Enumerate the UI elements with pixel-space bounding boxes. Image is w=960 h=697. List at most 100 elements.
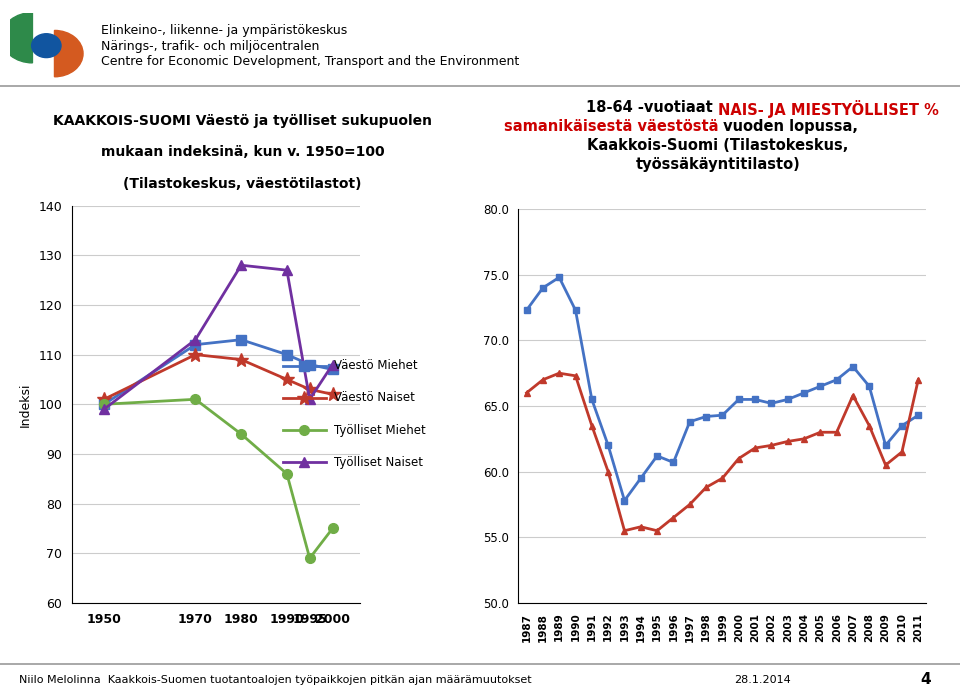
K-S MIESTYÖLLISET % 18-64 -V VÄESTÖSTÄ [830,376,842,384]
K-S NAISTYÖLLISET % 18-64 -V VÄESTÖSTÄ [553,369,564,377]
K-S NAISTYÖLLISET % 18-64 -V VÄESTÖSTÄ [520,389,532,397]
Circle shape [32,33,61,58]
Väestö Naiset [326,390,338,399]
K-S MIESTYÖLLISET % 18-64 -V VÄESTÖSTÄ [847,362,858,371]
K-S NAISTYÖLLISET % 18-64 -V VÄESTÖSTÄ [635,523,646,531]
K-S NAISTYÖLLISET % 18-64 -V VÄESTÖSTÄ [749,444,760,452]
Väestö Miehet [281,351,293,359]
Väestö Miehet [190,340,202,348]
K-S MIESTYÖLLISET % 18-64 -V VÄESTÖSTÄ [684,418,695,426]
K-S NAISTYÖLLISET % 18-64 -V VÄESTÖSTÄ [651,526,662,535]
K-S MIESTYÖLLISET % 18-64 -V VÄESTÖSTÄ [913,411,924,420]
K-S NAISTYÖLLISET % 18-64 -V VÄESTÖSTÄ [602,468,613,476]
Text: Väestö Miehet: Väestö Miehet [333,359,418,372]
Työlliset Miehet [98,400,109,408]
Työlliset Naiset [235,261,247,269]
Työlliset Naiset [190,335,202,344]
K-S MIESTYÖLLISET % 18-64 -V VÄESTÖSTÄ [700,413,711,421]
K-S MIESTYÖLLISET % 18-64 -V VÄESTÖSTÄ [765,399,777,408]
K-S MIESTYÖLLISET % 18-64 -V VÄESTÖSTÄ [879,441,891,450]
K-S MIESTYÖLLISET % 18-64 -V VÄESTÖSTÄ [781,395,793,404]
Työlliset Naiset [98,405,109,413]
K-S NAISTYÖLLISET % 18-64 -V VÄESTÖSTÄ [798,435,809,443]
K-S MIESTYÖLLISET % 18-64 -V VÄESTÖSTÄ [586,395,597,404]
Text: NAIS- JA MIESTYÖLLISET %: NAIS- JA MIESTYÖLLISET % [718,100,939,118]
K-S MIESTYÖLLISET % 18-64 -V VÄESTÖSTÄ [798,389,809,397]
Text: vuoden lopussa,: vuoden lopussa, [718,119,858,135]
Line: Väestö Naiset: Väestö Naiset [97,348,340,406]
Väestö Naiset [235,355,247,364]
K-S MIESTYÖLLISET % 18-64 -V VÄESTÖSTÄ [618,496,630,505]
Työlliset Naiset [281,266,293,275]
Text: 18-64 -vuotiaat: 18-64 -vuotiaat [587,100,718,116]
K-S NAISTYÖLLISET % 18-64 -V VÄESTÖSTÄ [896,447,907,456]
Text: Työlliset Naiset: Työlliset Naiset [333,456,422,469]
K-S MIESTYÖLLISET % 18-64 -V VÄESTÖSTÄ [602,441,613,450]
Text: Närings-, trafik- och miljöcentralen: Närings-, trafik- och miljöcentralen [101,40,319,53]
K-S MIESTYÖLLISET % 18-64 -V VÄESTÖSTÄ [569,306,581,314]
K-S NAISTYÖLLISET % 18-64 -V VÄESTÖSTÄ [847,391,858,399]
K-S NAISTYÖLLISET % 18-64 -V VÄESTÖSTÄ [569,372,581,380]
Työlliset Miehet [326,524,338,533]
K-S MIESTYÖLLISET % 18-64 -V VÄESTÖSTÄ [537,284,548,292]
K-S NAISTYÖLLISET % 18-64 -V VÄESTÖSTÄ [618,526,630,535]
Työlliset Miehet [190,395,202,404]
Työlliset Miehet [281,470,293,478]
Line: Työlliset Naiset: Työlliset Naiset [99,261,337,414]
Väestö Naiset [281,375,293,383]
Wedge shape [55,31,84,77]
Text: Elinkeino-, liikenne- ja ympäristökeskus: Elinkeino-, liikenne- ja ympäristökeskus [101,24,348,38]
K-S MIESTYÖLLISET % 18-64 -V VÄESTÖSTÄ [520,306,532,314]
K-S NAISTYÖLLISET % 18-64 -V VÄESTÖSTÄ [716,474,728,482]
Työlliset Miehet [235,430,247,438]
Text: mukaan indeksinä, kun v. 1950=100: mukaan indeksinä, kun v. 1950=100 [101,145,384,159]
K-S NAISTYÖLLISET % 18-64 -V VÄESTÖSTÄ [913,376,924,384]
Line: K-S MIESTYÖLLISET % 18-64 -V VÄESTÖSTÄ: K-S MIESTYÖLLISET % 18-64 -V VÄESTÖSTÄ [523,274,922,504]
Text: Kaakkois-Suomi (Tilastokeskus,: Kaakkois-Suomi (Tilastokeskus, [588,138,849,153]
Y-axis label: Indeksi: Indeksi [18,382,32,427]
Wedge shape [2,13,33,63]
Text: työssäkäyntitilasto): työssäkäyntitilasto) [636,157,801,172]
Text: Niilo Melolinna  Kaakkois-Suomen tuotantoalojen työpaikkojen pitkän ajan määrämu: Niilo Melolinna Kaakkois-Suomen tuotanto… [19,675,532,684]
Työlliset Miehet [304,554,316,562]
Väestö Miehet [98,400,109,408]
Väestö Miehet [235,335,247,344]
K-S NAISTYÖLLISET % 18-64 -V VÄESTÖSTÄ [732,454,744,463]
Text: (Tilastokeskus, väestötilastot): (Tilastokeskus, väestötilastot) [123,177,362,191]
K-S NAISTYÖLLISET % 18-64 -V VÄESTÖSTÄ [667,514,679,522]
K-S NAISTYÖLLISET % 18-64 -V VÄESTÖSTÄ [700,483,711,491]
Väestö Naiset [190,351,202,359]
Text: 4: 4 [921,672,931,687]
Line: Väestö Miehet: Väestö Miehet [99,335,337,409]
Väestö Naiset [98,395,109,404]
K-S NAISTYÖLLISET % 18-64 -V VÄESTÖSTÄ [586,422,597,430]
K-S NAISTYÖLLISET % 18-64 -V VÄESTÖSTÄ [765,441,777,450]
K-S NAISTYÖLLISET % 18-64 -V VÄESTÖSTÄ [830,428,842,436]
Text: Työlliset Miehet: Työlliset Miehet [333,424,425,436]
K-S MIESTYÖLLISET % 18-64 -V VÄESTÖSTÄ [553,273,564,282]
Text: 28.1.2014: 28.1.2014 [734,675,791,684]
K-S NAISTYÖLLISET % 18-64 -V VÄESTÖSTÄ [879,461,891,469]
Työlliset Naiset [326,360,338,369]
K-S MIESTYÖLLISET % 18-64 -V VÄESTÖSTÄ [863,382,875,390]
K-S NAISTYÖLLISET % 18-64 -V VÄESTÖSTÄ [684,500,695,509]
K-S MIESTYÖLLISET % 18-64 -V VÄESTÖSTÄ [732,395,744,404]
Text: Centre for Economic Development, Transport and the Environment: Centre for Economic Development, Transpo… [101,55,519,68]
Text: samanikäisestä väestöstä: samanikäisestä väestöstä [504,119,718,135]
Väestö Naiset [304,385,316,394]
K-S MIESTYÖLLISET % 18-64 -V VÄESTÖSTÄ [651,452,662,460]
Väestö Miehet [304,360,316,369]
K-S MIESTYÖLLISET % 18-64 -V VÄESTÖSTÄ [896,422,907,430]
K-S NAISTYÖLLISET % 18-64 -V VÄESTÖSTÄ [537,376,548,384]
Text: KAAKKOIS-SUOMI Väestö ja työlliset sukupuolen: KAAKKOIS-SUOMI Väestö ja työlliset sukup… [53,114,432,128]
K-S NAISTYÖLLISET % 18-64 -V VÄESTÖSTÄ [814,428,826,436]
K-S MIESTYÖLLISET % 18-64 -V VÄESTÖSTÄ [667,458,679,466]
Työlliset Naiset [304,395,316,404]
Line: K-S NAISTYÖLLISET % 18-64 -V VÄESTÖSTÄ: K-S NAISTYÖLLISET % 18-64 -V VÄESTÖSTÄ [523,369,922,534]
Väestö Miehet [326,365,338,374]
Line: Työlliset Miehet: Työlliset Miehet [99,395,337,563]
K-S NAISTYÖLLISET % 18-64 -V VÄESTÖSTÄ [863,422,875,430]
K-S NAISTYÖLLISET % 18-64 -V VÄESTÖSTÄ [781,437,793,445]
K-S MIESTYÖLLISET % 18-64 -V VÄESTÖSTÄ [749,395,760,404]
Text: Väestö Naiset: Väestö Naiset [333,391,415,404]
